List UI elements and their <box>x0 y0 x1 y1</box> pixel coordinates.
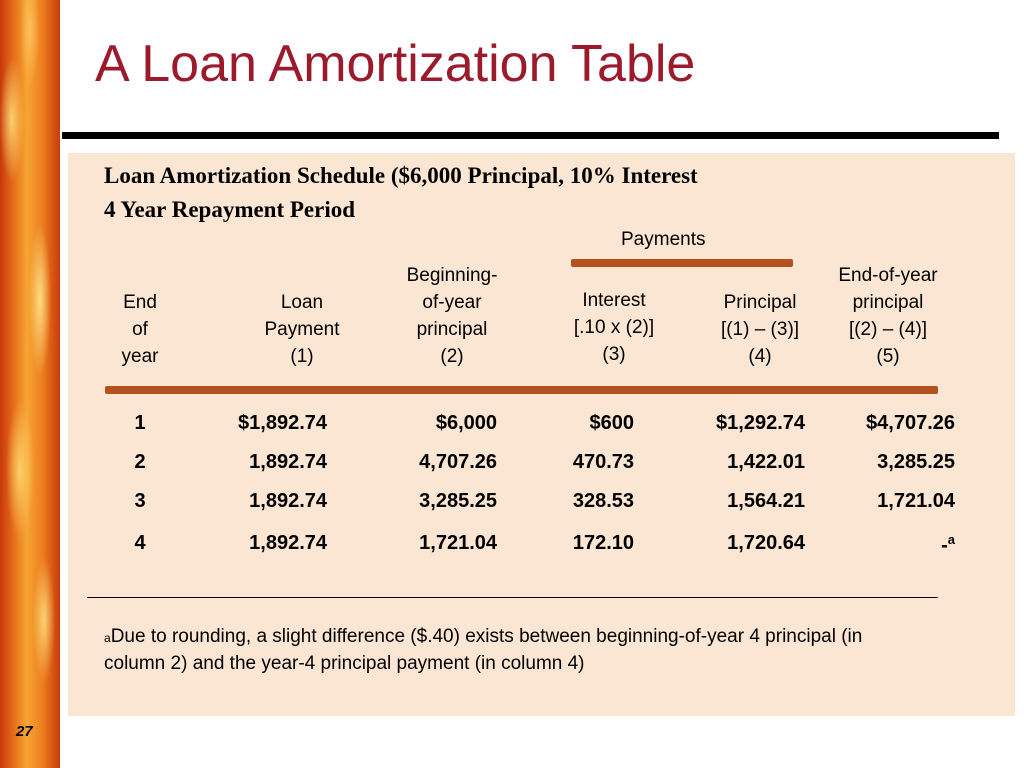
cell-end-principal: 3,285.25 <box>877 451 955 473</box>
flame-sidebar-decoration <box>0 0 60 768</box>
table-panel <box>68 153 1015 716</box>
cell-interest: $600 <box>589 412 635 434</box>
cell-loan-payment: $1,892.74 <box>238 412 327 434</box>
col-header-beginning-principal: Beginning- of-year principal (2) <box>406 265 498 367</box>
table-caption-line-2: 4 Year Repayment Period <box>104 197 356 222</box>
cell-end-principal-value: - <box>941 534 948 557</box>
slide-title: A Loan Amortization Table <box>95 35 696 93</box>
cell-beginning-principal: 1,721.04 <box>419 532 497 554</box>
col-header-loan-payment: Loan Payment (1) <box>264 292 340 367</box>
footnote-marker-superscript: a <box>947 532 955 547</box>
page-number: 27 <box>16 723 33 740</box>
cell-beginning-principal: $6,000 <box>435 412 497 434</box>
cell-year: 1 <box>134 412 146 434</box>
title-divider <box>62 132 999 139</box>
col-header-principal: Principal [(1) – (3)] (4) <box>720 292 800 367</box>
cell-interest: 470.73 <box>572 451 634 473</box>
cell-year: 2 <box>134 451 146 473</box>
footnote-text: Due to rounding, a slight difference ($.… <box>104 626 863 674</box>
table-caption-line-1: Loan Amortization Schedule ($6,000 Princ… <box>104 163 698 188</box>
footnote: aDue to rounding, a slight difference ($… <box>104 623 924 677</box>
footnote-divider <box>87 597 938 598</box>
header-body-rule <box>105 386 938 394</box>
col-header-end-of-year-principal: End-of-year principal [(2) – (4)] (5) <box>838 265 938 367</box>
cell-principal: 1,720.64 <box>727 532 805 554</box>
cell-end-principal: $4,707.26 <box>866 412 955 434</box>
cell-principal: 1,422.01 <box>727 451 805 473</box>
cell-end-principal: 1,721.04 <box>877 490 955 512</box>
cell-interest: 328.53 <box>572 490 634 512</box>
cell-beginning-principal: 3,285.25 <box>419 490 497 512</box>
cell-loan-payment: 1,892.74 <box>249 451 327 473</box>
payments-group-header: Payments <box>621 229 706 250</box>
col-header-end-of-year: End of year <box>121 292 159 367</box>
col-header-interest: Interest [.10 x (2)] (3) <box>573 290 655 365</box>
payments-header-rule <box>571 259 793 267</box>
cell-year: 4 <box>134 532 146 554</box>
cell-interest: 172.10 <box>572 532 634 554</box>
cell-principal: $1,292.74 <box>716 412 805 434</box>
cell-principal: 1,564.21 <box>727 490 805 512</box>
cell-beginning-principal: 4,707.26 <box>419 451 497 473</box>
footnote-marker: a <box>104 631 111 645</box>
cell-end-principal: -a <box>941 532 955 558</box>
cell-loan-payment: 1,892.74 <box>249 490 327 512</box>
cell-loan-payment: 1,892.74 <box>249 532 327 554</box>
cell-year: 3 <box>134 490 146 512</box>
